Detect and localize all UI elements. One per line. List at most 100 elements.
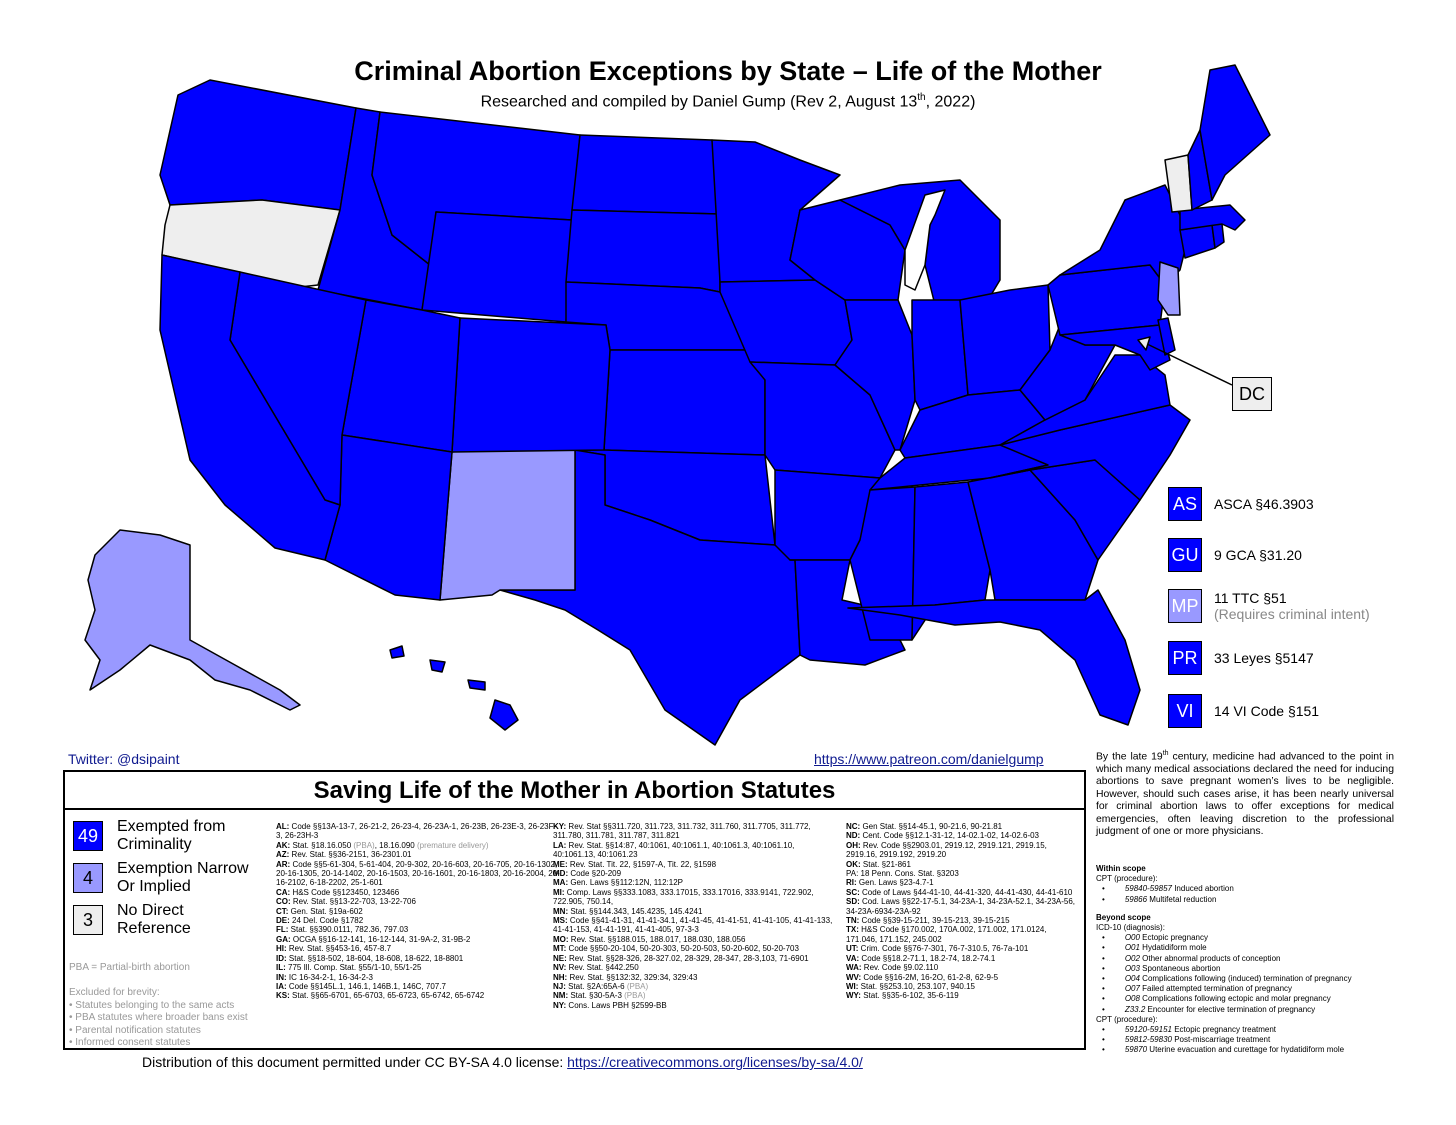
statute-text: Rev. Stat. §§13-22-703, 13-22-706 xyxy=(290,897,416,907)
statute-row: TX: H&S Code §170.002, 170A.002, 171.002… xyxy=(846,925,1078,944)
territory-row: PR 33 Leyes §5147 xyxy=(1168,641,1314,675)
scope-desc: Spontaneous abortion xyxy=(1139,963,1221,973)
statute-row: OK: Stat. §21-861 xyxy=(846,860,1078,869)
scope-desc: Complications following (induced) termin… xyxy=(1139,974,1352,984)
statute-text: Stat. §§35-6-102, 35-6-119 xyxy=(860,991,959,1001)
statute-state: NV: xyxy=(553,963,567,973)
scope-code: O08 xyxy=(1124,994,1140,1004)
statute-state: GA: xyxy=(276,934,291,944)
statute-state: TN: xyxy=(846,916,860,926)
statute-row: IA: Code §§145L.1, 146.1, 146B.1, 146C, … xyxy=(276,982,561,991)
lake-michigan xyxy=(904,189,946,291)
legend-swatch: 49 xyxy=(73,821,103,851)
excluded-item: • Parental notification statutes xyxy=(69,1024,201,1036)
statute-state: HI: xyxy=(276,944,287,954)
statute-row: MO: Rev. Stat. §§188.015, 188.017, 188.0… xyxy=(553,935,838,944)
state-nj xyxy=(1157,261,1181,316)
statute-row: FL: Stat. §§390.0111, 782.36, 797.03 xyxy=(276,925,561,934)
bullet: • xyxy=(1102,1035,1105,1045)
statute-text: Code §§18.2-71.1, 18.2-74, 18.2-74.1 xyxy=(859,953,996,963)
statute-state: IA: xyxy=(276,981,287,991)
state-il xyxy=(834,299,916,451)
scope-code: O02 xyxy=(1124,953,1140,963)
twitter-handle[interactable]: Twitter: @dsipaint xyxy=(68,751,180,767)
statute-row: OH: Rev. Code §§2903.01, 2919.12, 2919.1… xyxy=(846,841,1078,860)
state-ks xyxy=(603,349,766,456)
state-ak xyxy=(84,529,301,711)
statute-text: 775 Ill. Comp. Stat. §55/1-10, 55/1-25 xyxy=(285,963,422,973)
statute-row: UT: Crim. Code §§76-7-301, 76-7-310.5, 7… xyxy=(846,944,1078,953)
territory-swatch: VI xyxy=(1168,694,1202,728)
bullet: • xyxy=(1102,994,1105,1004)
statute-state: AK: xyxy=(276,840,291,850)
history-paragraph: By the late 19th century, medicine had a… xyxy=(1096,748,1394,838)
statute-text: Code §§41-41-31, 41-41-34.1, 41-41-45, 4… xyxy=(553,916,833,935)
statute-text: Code §§16-2M, 16-2O, 61-2-8, 62-9-5 xyxy=(861,972,999,982)
license-link[interactable]: https://creativecommons.org/licenses/by-… xyxy=(567,1054,863,1070)
statute-row: PA: 18 Penn. Cons. Stat. §3203 xyxy=(846,869,1078,878)
state-hi-3 xyxy=(467,679,486,691)
statute-row: MA: Gen. Laws §§112:12N, 112:12P xyxy=(553,878,838,887)
statute-state: SD: xyxy=(846,897,860,907)
statute-text: Rev. Stat. §§132:32, 329:34, 329:43 xyxy=(567,972,698,982)
statute-state: PA: xyxy=(846,869,859,879)
statute-pba-note: (premature delivery) xyxy=(414,840,489,850)
beyond-scope-title: Beyond scope xyxy=(1096,912,1151,922)
pba-note: PBA = Partial-birth abortion xyxy=(69,962,190,973)
statute-row: NM: Stat. §30-5A-3 (PBA) xyxy=(553,991,838,1000)
scope-desc: Post-miscarriage treatment xyxy=(1171,1035,1271,1045)
statutes-column-3: NC: Gen Stat. §§14-45.1, 90-21.6, 90-21.… xyxy=(846,822,1078,1001)
dc-pointer-line xyxy=(1144,342,1233,386)
statute-text: Stat. §21-861 xyxy=(860,859,911,869)
legend-swatch: 3 xyxy=(73,905,103,935)
statute-text: 24 Del. Code §1782 xyxy=(289,916,364,926)
state-sd xyxy=(565,209,721,293)
statute-state: KS: xyxy=(276,991,290,1001)
legend-row: 3 No Direct Reference xyxy=(73,902,191,938)
statute-row: SC: Code of Laws §44-41-10, 44-41-320, 4… xyxy=(846,888,1078,897)
statute-text: Stat. §§253.10, 253.107, 940.15 xyxy=(858,981,975,991)
territory-row: MP 11 TTC §51 (Requires criminal intent) xyxy=(1168,589,1370,623)
statute-row: KY: Rev. Stat §§311.720, 311.723, 311.73… xyxy=(553,822,838,841)
statute-state: NM: xyxy=(553,991,569,1001)
statute-row: HI: Rev. Stat. §§453-16, 457-8.7 xyxy=(276,944,561,953)
map-subtitle: Researched and compiled by Daniel Gump (… xyxy=(0,92,1456,111)
statute-row: DE: 24 Del. Code §1782 xyxy=(276,916,561,925)
statute-row: GA: OCGA §§16-12-141, 16-12-144, 31-9A-2… xyxy=(276,935,561,944)
statute-row: AK: Stat. §18.16.050 (PBA), 18.16.090 (p… xyxy=(276,841,561,850)
statute-text: Gen. Laws §§112:12N, 112:12P xyxy=(568,878,684,888)
scope-item: • 59866 Multifetal reduction xyxy=(1096,895,1416,905)
scope-item: • 59120-59151 Ectopic pregnancy treatment xyxy=(1096,1025,1416,1035)
subtitle-text-end: , 2022) xyxy=(925,93,976,111)
map-title: Criminal Abortion Exceptions by State – … xyxy=(354,56,1102,86)
statute-text: Gen. Laws §23-4.7-1 xyxy=(856,878,934,888)
statute-text: H&S Code §§123450, 123466 xyxy=(290,887,400,897)
state-de xyxy=(1157,317,1176,356)
statute-text: Code §§13A-13-7, 26-21-2, 26-23-4, 26-23… xyxy=(276,822,557,841)
territory-row: VI 14 VI Code §151 xyxy=(1168,694,1319,728)
statute-text: Rev. Stat. §§188.015, 188.017, 188.030, … xyxy=(568,934,746,944)
bullet: • xyxy=(1102,963,1105,973)
dc-marker xyxy=(1137,336,1151,351)
statute-text: Stat. §30-5A-3 xyxy=(568,991,622,1001)
statute-state: MA: xyxy=(553,878,569,888)
patreon-link[interactable]: https://www.patreon.com/danielgump xyxy=(814,751,1044,767)
statute-state: AR: xyxy=(276,859,291,869)
statute-state: DE: xyxy=(276,916,290,926)
statute-state: MO: xyxy=(553,934,569,944)
legend-label: Exempted from Criminality xyxy=(117,818,225,854)
territory-swatch: PR xyxy=(1168,641,1202,675)
within-scope-title: Within scope xyxy=(1096,864,1146,873)
statute-state: MN: xyxy=(553,906,569,916)
statute-row: NC: Gen Stat. §§14-45.1, 90-21.6, 90-21.… xyxy=(846,822,1078,831)
statute-state: IL: xyxy=(276,963,286,973)
excluded-item: • Informed consent statutes xyxy=(69,1037,191,1048)
scope-code: O03 xyxy=(1124,963,1140,973)
statute-pba-note: (PBA) xyxy=(621,991,646,1001)
statute-state: FL: xyxy=(276,925,289,935)
statute-state: MI: xyxy=(553,887,565,897)
scope-code: 59120-59151 xyxy=(1124,1025,1172,1035)
legend-label-line: Or Implied xyxy=(117,878,191,895)
statute-text: Rev. Code §§2903.01, 2919.12, 2919.121, … xyxy=(846,840,1047,860)
statute-text: H&S Code §170.002, 170A.002, 171.002, 17… xyxy=(846,925,1047,944)
